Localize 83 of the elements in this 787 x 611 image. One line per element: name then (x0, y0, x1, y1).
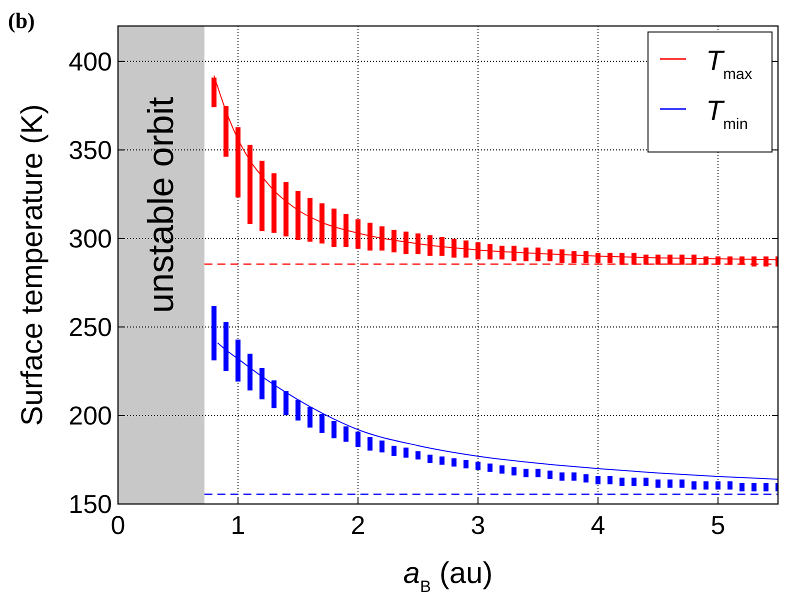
bar (488, 464, 492, 472)
bar (236, 127, 240, 198)
x-tick-label: 1 (230, 510, 246, 540)
bar (584, 474, 588, 482)
bar (320, 203, 324, 244)
x-tick-label: 4 (590, 510, 606, 540)
y-tick-label: 250 (68, 312, 112, 342)
bar (428, 235, 432, 256)
bar (704, 481, 708, 490)
bar (476, 462, 480, 470)
bar (620, 478, 624, 486)
bar (344, 214, 348, 248)
y-tick-label: 300 (68, 223, 112, 254)
bar (572, 472, 576, 481)
bar (284, 390, 288, 416)
band-label: unstable orbit (140, 96, 182, 314)
bar (452, 458, 456, 467)
bar (440, 456, 444, 465)
bar (380, 226, 384, 251)
bar (692, 481, 696, 490)
bar (332, 421, 336, 438)
bar (596, 476, 600, 484)
bar (368, 222, 372, 251)
x-tick-label: 5 (710, 510, 726, 540)
bar (428, 454, 432, 464)
y-tick-label: 150 (68, 489, 112, 519)
x-tick-label: 2 (350, 510, 366, 540)
bar (368, 436, 372, 451)
bar (548, 470, 552, 479)
legend-label: T$_{min}$ (706, 95, 748, 132)
bar (296, 190, 300, 240)
bar (356, 432, 360, 448)
y-tick-label: 200 (68, 400, 112, 430)
x-axis-title: a$_{B}$ (au) (403, 557, 493, 596)
x-tick-label: 0 (110, 510, 126, 540)
bar (728, 481, 732, 490)
chart-title: (b) (8, 8, 35, 33)
bar (740, 483, 744, 492)
bar (644, 478, 648, 486)
bar (404, 232, 408, 254)
bar (500, 465, 504, 474)
bar (320, 414, 324, 433)
bar (512, 467, 516, 476)
bar (392, 446, 396, 456)
bar (416, 233, 420, 254)
bar (248, 144, 252, 224)
legend-label: T$_{max}$ (706, 45, 752, 82)
bar (416, 451, 420, 460)
bar (608, 476, 612, 484)
bar (668, 479, 672, 488)
bar (764, 483, 768, 492)
bar (344, 426, 348, 442)
bar (524, 468, 528, 478)
bar (656, 479, 660, 488)
bar (392, 230, 396, 252)
bar (380, 440, 384, 452)
bar (308, 406, 312, 428)
bar (260, 368, 264, 400)
bar (560, 472, 564, 481)
bar (248, 354, 252, 390)
y-tick-label: 350 (68, 134, 112, 165)
bar (536, 468, 540, 478)
y-tick-label: 400 (68, 46, 112, 76)
bar (308, 198, 312, 242)
bar (752, 483, 756, 492)
bar (680, 479, 684, 488)
bar (452, 238, 456, 258)
bar (716, 481, 720, 490)
bar (332, 208, 336, 248)
bar (284, 182, 288, 236)
bar (260, 160, 264, 232)
x-tick-label: 3 (470, 510, 486, 540)
bar (272, 380, 276, 408)
bar (272, 173, 276, 233)
bar (440, 236, 444, 256)
bar (464, 240, 468, 258)
bar (404, 448, 408, 458)
bar (224, 106, 228, 157)
bar (296, 400, 300, 421)
bar (356, 219, 360, 249)
bar (632, 478, 636, 486)
bar (464, 460, 468, 468)
y-axis-title: Surface temperature (K) (16, 104, 49, 426)
